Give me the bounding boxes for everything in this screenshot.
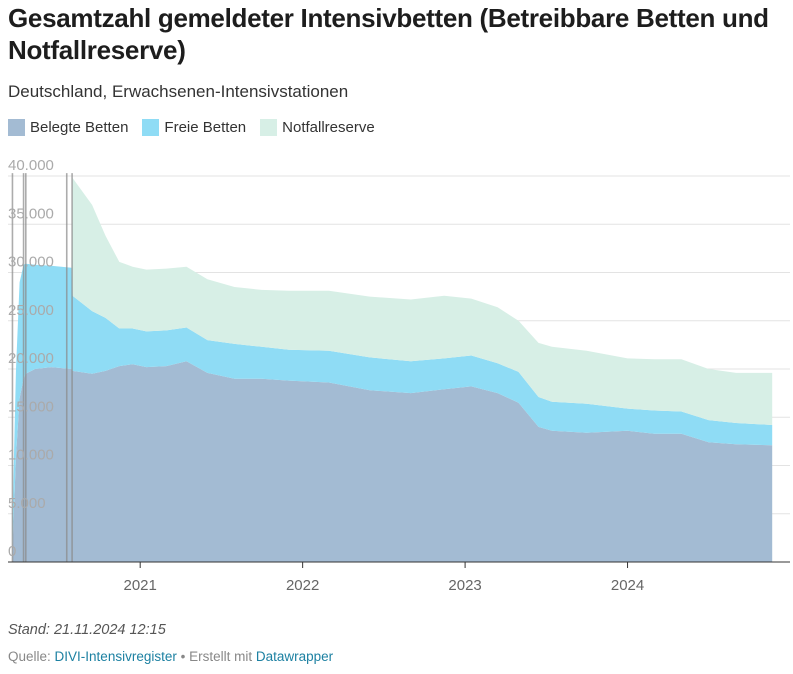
area-notfallreserve — [12, 177, 773, 519]
legend-swatch-belegte-betten — [8, 119, 25, 136]
y-tick-label-5: 25.000 — [8, 302, 54, 319]
x-tick-label-2: 2023 — [448, 577, 481, 594]
source-line: Quelle: DIVI-Intensivregister • Erstellt… — [8, 649, 333, 664]
legend-label-freie-betten: Freie Betten — [164, 119, 247, 136]
legend-item-freie-betten: Freie Betten — [142, 119, 246, 136]
y-tick-label-3: 15.000 — [8, 398, 54, 415]
area-chart: 0 5.000 10.000 15.000 20.000 25.000 30.000 35.0… — [8, 157, 790, 594]
credit-link[interactable]: Datawrapper — [255, 649, 334, 664]
y-tick-label-4: 20.000 — [8, 350, 54, 367]
timestamp-note: Stand: 21.11.2024 12:15 — [8, 622, 166, 638]
legend-label-belegte-betten: Belegte Betten — [30, 119, 129, 136]
source-link[interactable]: DIVI-Intensivregister — [54, 649, 177, 664]
legend-item-belegte-betten: Belegte Betten — [8, 119, 128, 136]
legend-swatch-freie-betten — [142, 119, 160, 136]
credit-prefix: Erstellt mit — [189, 649, 253, 664]
chart-subtitle: Deutschland, Erwachsenen-Intensivstation… — [8, 82, 349, 101]
y-tick-label-7: 35.000 — [8, 205, 54, 222]
chart-legend: Belegte Betten Freie Betten Notfallreser… — [8, 119, 375, 136]
y-tick-label-2: 10.000 — [8, 447, 54, 464]
legend-label-notfallreserve: Notfallreserve — [282, 119, 375, 136]
legend-item-notfallreserve: Notfallreserve — [260, 119, 375, 136]
y-tick-label-0: 0 — [8, 543, 16, 560]
y-tick-label-6: 30.000 — [8, 254, 54, 271]
x-tick-label-0: 2021 — [124, 577, 157, 594]
source-separator: • — [180, 649, 186, 664]
y-tick-label-8: 40.000 — [8, 157, 54, 174]
chart-title: Gesamtzahl gemeldeter Intensivbetten (Be… — [8, 3, 769, 65]
legend-swatch-notfallreserve — [260, 119, 278, 136]
source-prefix: Quelle: — [8, 649, 51, 664]
x-tick-label-1: 2022 — [286, 577, 319, 594]
area-belegte-betten — [12, 361, 773, 562]
x-tick-label-3: 2024 — [611, 577, 644, 594]
y-tick-label-1: 5.000 — [8, 495, 46, 512]
